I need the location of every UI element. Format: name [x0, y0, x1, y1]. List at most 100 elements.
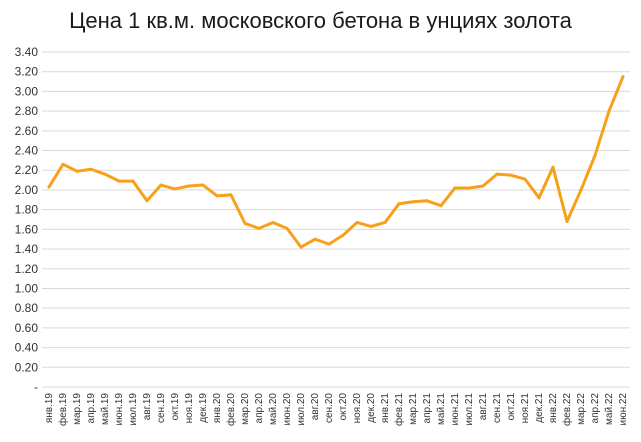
y-tick-label: 1.80 [15, 203, 39, 217]
x-tick-label: ноя.20 [352, 393, 363, 424]
y-tick-label: 2.00 [15, 183, 39, 197]
x-tick-label: май.20 [268, 393, 279, 425]
x-tick-label: ноя.19 [184, 393, 195, 424]
x-tick-label: окт.21 [506, 393, 517, 421]
y-tick-label: 0.20 [15, 360, 39, 374]
data-point [593, 153, 597, 157]
x-tick-label: сен.19 [156, 393, 167, 423]
data-point [579, 188, 583, 192]
y-tick-label: 1.60 [15, 222, 39, 236]
grid-layer [42, 51, 630, 388]
x-tick-label: авг.19 [142, 393, 153, 421]
x-tick-label: окт.20 [338, 393, 349, 421]
x-tick-label: апр.19 [86, 393, 97, 424]
x-tick-label: янв.22 [548, 393, 559, 424]
data-point [383, 220, 387, 224]
x-tick-label: июн.22 [618, 393, 629, 426]
data-point [621, 75, 625, 79]
data-point [215, 194, 219, 198]
x-tick-label: дек.21 [534, 393, 545, 423]
data-point [117, 179, 121, 183]
data-point [565, 219, 569, 223]
data-point [159, 183, 163, 187]
x-tick-label: июл.21 [464, 393, 475, 426]
data-point [355, 220, 359, 224]
x-tick-label: июн.19 [114, 393, 125, 426]
x-tick-label: сен.21 [492, 393, 503, 423]
x-tick-label: фев.20 [225, 393, 237, 426]
x-tick-label: фев.21 [393, 393, 405, 426]
x-axis-ticks: янв.19 фев.19 мар.19 апр.19 май.19 июн.19 июл.… [44, 393, 629, 426]
data-point [75, 169, 79, 173]
x-tick-label: фев.19 [57, 393, 69, 426]
data-point [173, 187, 177, 191]
x-tick-label: июн.20 [282, 393, 293, 426]
x-tick-label: апр.22 [590, 393, 601, 424]
x-tick-label: мар.19 [72, 393, 83, 425]
y-tick-label: 1.20 [15, 262, 39, 276]
y-tick-label: 1.00 [15, 281, 39, 295]
data-point [495, 172, 499, 176]
x-tick-label: июн.21 [450, 393, 461, 426]
data-point [131, 179, 135, 183]
x-tick-label: июл.20 [296, 393, 307, 426]
x-tick-label: фев.22 [561, 393, 573, 426]
data-point [47, 185, 51, 189]
x-tick-label: май.19 [100, 393, 111, 425]
x-tick-label: мар.20 [240, 393, 251, 425]
data-point [425, 199, 429, 203]
data-point [313, 237, 317, 241]
y-tick-label: 2.60 [15, 124, 39, 138]
y-tick-label: 2.80 [15, 104, 39, 118]
data-point [397, 202, 401, 206]
data-point [299, 245, 303, 249]
y-tick-label: 1.40 [15, 242, 39, 256]
x-tick-label: дек.19 [198, 393, 209, 423]
data-point [257, 226, 261, 230]
data-point [551, 165, 555, 169]
x-tick-label: янв.20 [212, 393, 223, 424]
data-point [523, 177, 527, 181]
series-layer [47, 75, 625, 249]
x-tick-label: окт.19 [170, 393, 181, 421]
data-point [229, 193, 233, 197]
y-tick-label: 0.40 [15, 341, 39, 355]
x-tick-label: янв.21 [380, 393, 391, 424]
y-tick-label: 0.60 [15, 321, 39, 335]
data-point [201, 183, 205, 187]
x-tick-label: авг.20 [310, 393, 321, 421]
data-point [243, 221, 247, 225]
x-tick-label: ноя.21 [520, 393, 531, 424]
x-tick-label: апр.21 [422, 393, 433, 424]
x-tick-label: янв.19 [44, 393, 55, 424]
data-point [341, 233, 345, 237]
x-tick-label: май.21 [436, 393, 447, 425]
x-tick-label: дек.20 [366, 393, 377, 423]
data-point [187, 184, 191, 188]
data-point [607, 109, 611, 113]
data-point [467, 186, 471, 190]
chart-title: Цена 1 кв.м. московского бетона в унциях… [69, 8, 572, 33]
y-tick-label: 2.20 [15, 163, 39, 177]
y-tick-label: 3.00 [15, 84, 39, 98]
data-point [327, 242, 331, 246]
x-tick-label: мар.22 [576, 393, 587, 425]
x-tick-label: сен.20 [324, 393, 335, 423]
data-point [537, 196, 541, 200]
data-point [285, 226, 289, 230]
data-point [89, 167, 93, 171]
data-point [369, 224, 373, 228]
data-point [271, 220, 275, 224]
x-tick-label: авг.21 [478, 393, 489, 421]
y-tick-label: 3.40 [15, 45, 39, 59]
y-tick-label: 0.80 [15, 301, 39, 315]
data-point [509, 173, 513, 177]
data-point [61, 162, 65, 166]
data-point [145, 199, 149, 203]
series-line [47, 75, 625, 249]
x-tick-label: апр.20 [254, 393, 265, 424]
data-point [103, 172, 107, 176]
y-tick-label: 2.40 [15, 144, 39, 158]
